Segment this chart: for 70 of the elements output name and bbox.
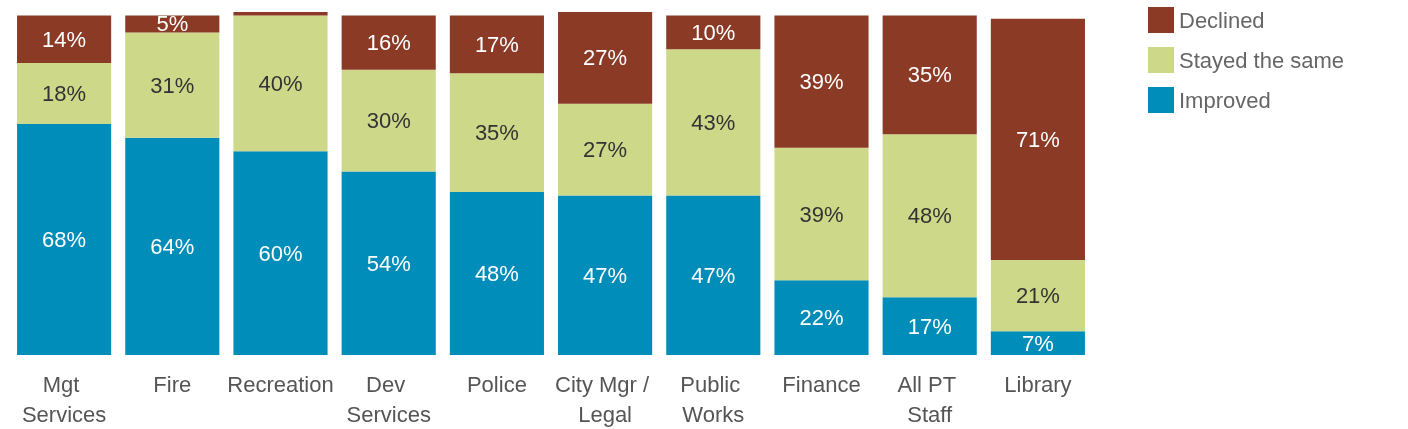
data-label: 21% <box>1015 283 1060 309</box>
data-label: 31% <box>150 72 195 98</box>
data-label: 22% <box>799 305 844 331</box>
data-label: 16% <box>366 30 411 56</box>
data-label: 68% <box>42 227 87 253</box>
data-label: 5% <box>156 11 189 37</box>
bar <box>17 15 112 63</box>
x-tick-label: Recreation <box>227 371 334 397</box>
data-label: 47% <box>583 262 628 288</box>
x-tick-label: Finance <box>782 371 861 397</box>
data-label: 14% <box>42 26 87 52</box>
bar <box>558 195 653 355</box>
data-label: 39% <box>799 201 844 227</box>
x-tick-label: Library <box>1004 371 1072 397</box>
data-label: 35% <box>907 62 952 88</box>
bar <box>774 147 869 281</box>
data-label: 30% <box>366 108 411 134</box>
data-label: 54% <box>366 250 411 276</box>
data-label: 48% <box>907 203 952 229</box>
bar <box>882 15 977 135</box>
x-tick-label: All PT Staff <box>897 371 962 427</box>
bar <box>341 69 436 172</box>
data-label: 71% <box>1015 126 1060 152</box>
data-label: 10% <box>691 19 736 45</box>
data-label: 27% <box>583 137 628 163</box>
data-label: 35% <box>474 120 519 146</box>
bar <box>233 15 328 152</box>
bar <box>666 15 761 50</box>
bar <box>233 151 328 355</box>
bar <box>558 12 653 104</box>
bar <box>774 15 869 148</box>
bar <box>17 124 112 355</box>
bar <box>449 191 544 355</box>
data-label: 47% <box>691 262 736 288</box>
legend-label: Stayed the same <box>1179 47 1345 73</box>
x-tick-label: Dev Services <box>346 371 431 427</box>
bar <box>125 137 220 355</box>
bar <box>882 134 977 298</box>
bar <box>341 171 436 355</box>
x-tick-label: City Mgr / Legal <box>554 371 656 427</box>
bar <box>990 18 1085 260</box>
bar <box>990 259 1085 332</box>
data-label: 39% <box>799 69 844 95</box>
x-tick-label: Fire <box>153 371 192 397</box>
data-label: 40% <box>258 70 303 96</box>
data-label: 60% <box>258 240 303 266</box>
data-label: 64% <box>150 233 195 259</box>
bar <box>666 195 761 355</box>
data-label: 48% <box>474 260 519 286</box>
x-tick-label: Mgt Services <box>21 371 107 427</box>
bar <box>125 32 220 138</box>
bar <box>774 280 869 355</box>
x-tick-label: Police <box>466 371 527 397</box>
bar <box>558 103 653 196</box>
bar <box>341 15 436 70</box>
data-label: 18% <box>42 81 87 106</box>
bar <box>882 297 977 355</box>
bar <box>17 62 112 125</box>
bar <box>449 15 544 74</box>
data-label: 17% <box>907 313 952 339</box>
data-label: 27% <box>583 45 628 71</box>
legend-label: Declined <box>1179 7 1265 33</box>
bar <box>666 49 761 196</box>
x-tick-label: Public Works <box>680 371 747 427</box>
data-label: 7% <box>1022 330 1054 356</box>
bar <box>449 73 544 192</box>
legend-label: Improved <box>1179 87 1271 113</box>
data-label: 43% <box>691 109 736 135</box>
data-label: 17% <box>474 31 519 57</box>
bar <box>990 331 1085 355</box>
